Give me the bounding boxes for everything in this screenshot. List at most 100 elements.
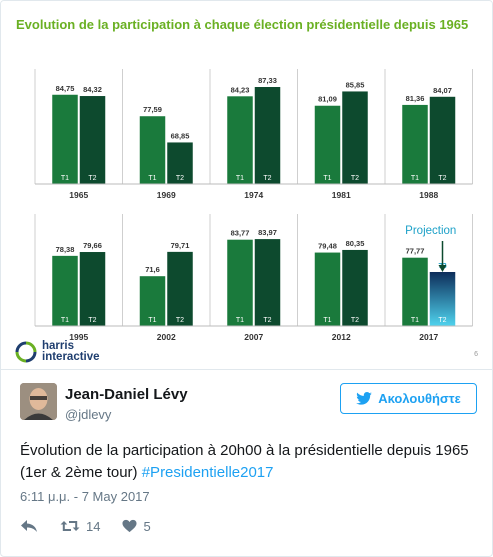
category-label: 2002 [157, 332, 176, 342]
bar-t2 [342, 91, 368, 184]
data-label-t2: 80,35 [346, 239, 365, 248]
series-label-t2: T2 [176, 317, 184, 324]
tweet-actions: 14 5 [20, 516, 173, 536]
data-label-t1: 84,75 [56, 84, 75, 93]
tweet-body: Évolution de la participation à 20h00 à … [20, 442, 469, 481]
bar-t2 [79, 96, 106, 184]
series-label-t2: T2 [351, 175, 359, 182]
bar-t1 [52, 94, 78, 184]
bar-t1 [402, 257, 428, 326]
series-label-t2: T2 [351, 317, 359, 324]
avatar-image [20, 383, 57, 420]
retweet-button[interactable]: 14 [60, 519, 100, 534]
series-label-t1: T1 [236, 175, 244, 182]
data-label-t2: 85,85 [346, 80, 365, 89]
bar-t2 [167, 251, 193, 326]
data-label-t2: 83,97 [258, 228, 277, 237]
harris-interactive-logo: harris interactive [15, 340, 105, 365]
retweet-icon [60, 521, 80, 531]
series-label-t1: T1 [411, 175, 419, 182]
bar-t1 [314, 252, 341, 326]
series-label-t1: T1 [148, 175, 156, 182]
tweet-text: Évolution de la participation à 20h00 à … [20, 440, 480, 484]
data-label-t1: 83,77 [231, 229, 250, 238]
bar-chart: 84,75 84,32 T1 T2 1965 77,59 68,85 T1 T2 1969 84,2… [34, 69, 473, 342]
follow-button[interactable]: Ακολουθήστε [340, 383, 477, 414]
series-label-t1: T1 [61, 317, 69, 324]
series-label-t1: T1 [148, 317, 156, 324]
user-handle[interactable]: @jdlevy [65, 407, 112, 422]
category-label: 1965 [69, 190, 88, 200]
data-label-t2: 68,85 [171, 131, 190, 140]
hashtag-link[interactable]: #Presidentielle2017 [141, 464, 274, 481]
data-label-t2: 84,32 [83, 85, 102, 94]
like-button[interactable]: 5 [122, 518, 151, 534]
series-label-t1: T1 [61, 175, 69, 182]
reply-icon [21, 520, 37, 532]
bar-t1 [52, 255, 78, 326]
data-label-t2: 79,66 [83, 241, 102, 250]
data-label-t1: 71,6 [145, 265, 160, 274]
slide-page-number: 6 [474, 351, 478, 358]
data-label-t1: 77,59 [143, 105, 162, 114]
like-count: 5 [143, 518, 151, 534]
projection-arrow-head [438, 265, 447, 272]
chart-title: Evolution de la participation à chaque é… [16, 17, 469, 32]
bar-t1 [227, 239, 253, 326]
heart-icon [122, 519, 137, 533]
chart-image[interactable]: Evolution de la participation à chaque é… [1, 1, 492, 370]
category-label: 1988 [419, 190, 438, 200]
data-label-t1: 81,09 [318, 95, 337, 104]
bar-t1 [139, 276, 166, 326]
category-label: 2012 [332, 332, 351, 342]
bar-t2-projection [429, 272, 456, 326]
reply-button[interactable] [20, 519, 38, 533]
retweet-count: 14 [86, 518, 101, 534]
data-label-t1: 79,48 [318, 242, 337, 251]
logo-text-line2: interactive [42, 351, 100, 363]
series-label-t1: T1 [411, 317, 419, 324]
bar-t1 [139, 116, 166, 184]
category-label: 1974 [244, 190, 263, 200]
series-label-t1: T1 [323, 317, 331, 324]
tweet-timestamp[interactable]: 6:11 μ.μ. - 7 May 2017 [20, 489, 150, 504]
bar-t2 [79, 252, 106, 326]
series-label-t2: T2 [263, 317, 271, 324]
data-label-t1: 81,36 [406, 94, 425, 103]
series-label-t2: T2 [263, 175, 271, 182]
data-label-t2: 87,33 [258, 76, 277, 85]
projection-label: Projection [405, 225, 456, 237]
category-label: 1995 [69, 332, 88, 342]
bar-t2 [429, 96, 456, 184]
bar-t1 [402, 104, 428, 184]
avatar[interactable] [20, 383, 57, 420]
series-label-t2: T2 [88, 317, 96, 324]
category-label: 2017 [419, 332, 438, 342]
series-label-t2: T2 [438, 317, 446, 324]
series-label-t1: T1 [236, 317, 244, 324]
tweet-author: Jean-Daniel Lévy @jdlevy Ακολουθήστε [20, 383, 480, 433]
data-label-t1: 77,77 [406, 247, 425, 256]
data-label-t1: 84,23 [231, 85, 250, 94]
harris-logo-icon [15, 341, 37, 363]
bar-t2 [342, 249, 368, 326]
bar-t2 [254, 87, 281, 184]
data-label-t1: 78,38 [56, 245, 75, 254]
series-label-t2: T2 [438, 175, 446, 182]
series-label-t2: T2 [176, 175, 184, 182]
bar-t2 [167, 142, 193, 184]
follow-label: Ακολουθήστε [378, 391, 461, 406]
series-label-t2: T2 [88, 175, 96, 182]
display-name[interactable]: Jean-Daniel Lévy [65, 386, 188, 403]
twitter-bird-icon [356, 392, 373, 405]
bar-t1 [314, 105, 341, 184]
logo-text-line1: harris [42, 340, 74, 352]
category-label: 1981 [332, 190, 351, 200]
category-label: 1969 [157, 190, 176, 200]
series-label-t1: T1 [323, 175, 331, 182]
data-label-t2: 79,71 [171, 241, 190, 250]
data-label-t2: 84,07 [433, 86, 452, 95]
category-label: 2007 [244, 332, 263, 342]
bar-t2 [254, 239, 281, 326]
